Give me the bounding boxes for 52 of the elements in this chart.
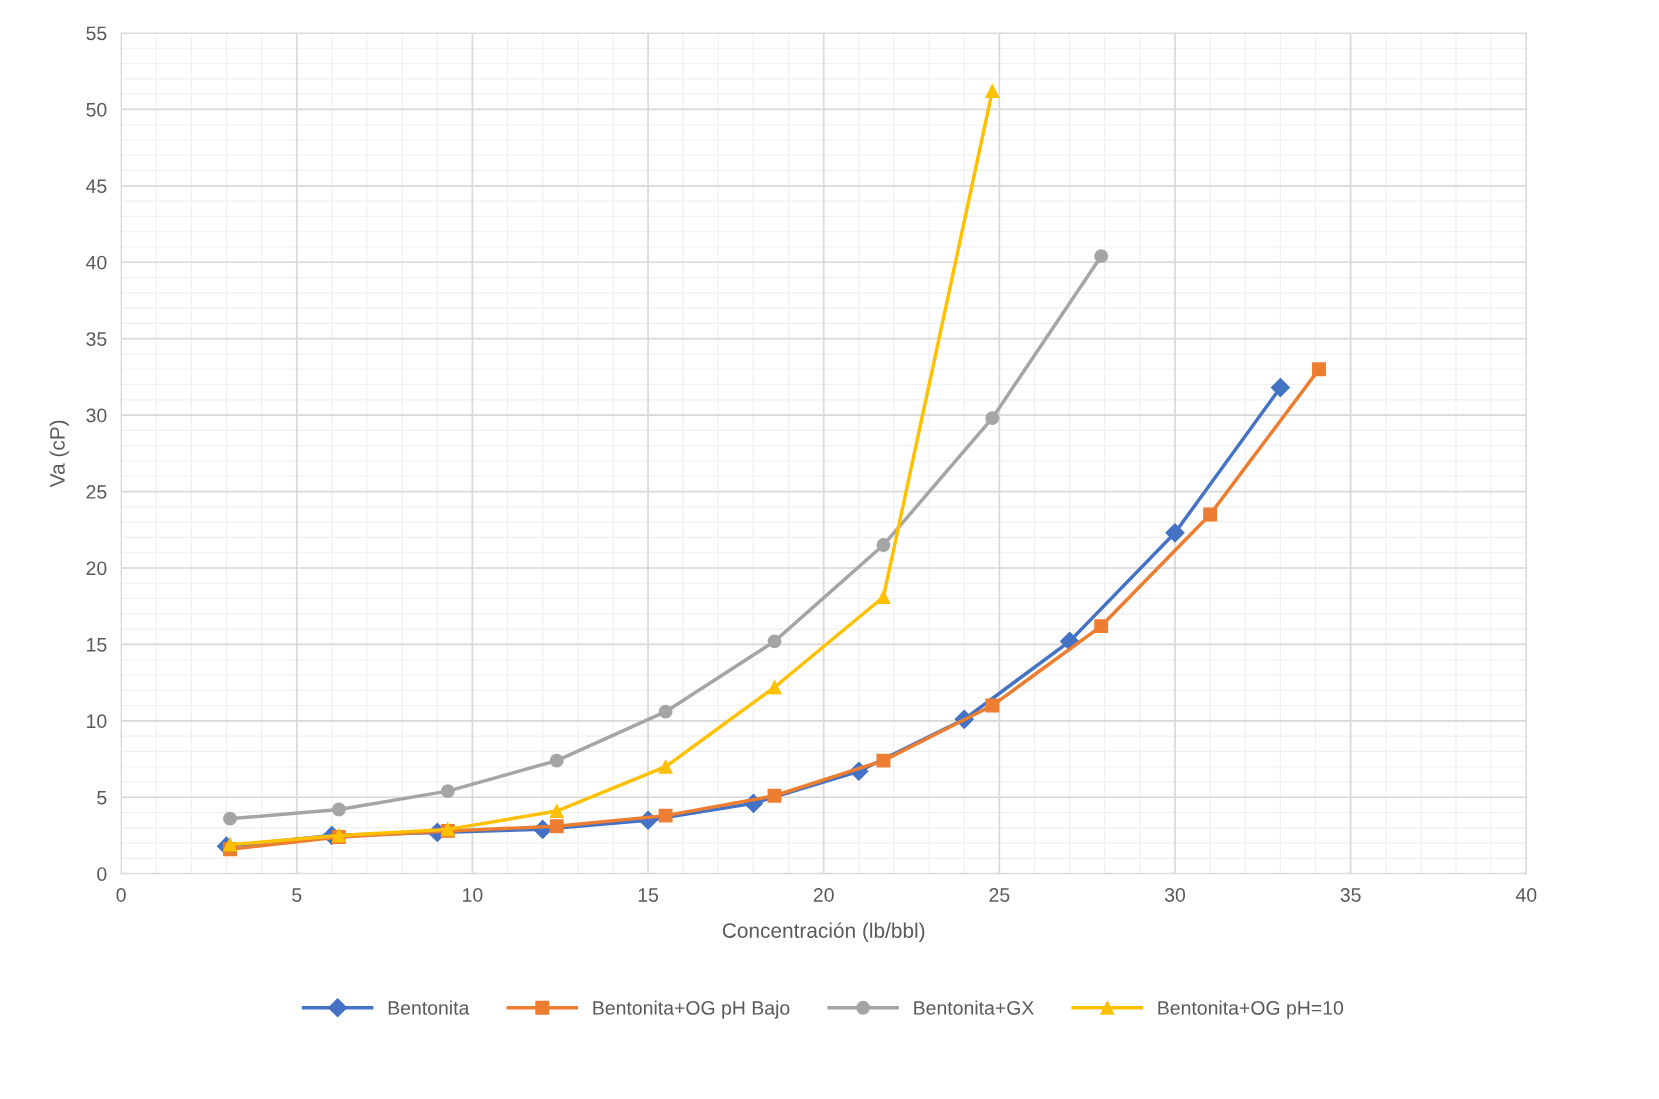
point	[549, 753, 564, 768]
y-tick-label: 45	[86, 179, 107, 194]
legend-label: Bentonita+GX	[914, 1000, 1034, 1015]
y-tick-label: 0	[97, 867, 107, 881]
point	[658, 704, 673, 719]
y-tick-label: 15	[87, 638, 107, 652]
point	[549, 819, 564, 834]
x-tick-label: 20	[813, 888, 834, 902]
x-tick-label: 40	[1515, 888, 1537, 902]
legend-label: Bentonita+OG pH Bajo	[593, 1000, 790, 1019]
point	[223, 837, 237, 852]
legend-label: Bentonita+OG pH=10	[1158, 1000, 1344, 1019]
point	[549, 804, 564, 818]
y-tick-label: 25	[86, 485, 107, 499]
y-tick-label: 50	[86, 102, 107, 117]
point	[1312, 362, 1326, 377]
point	[1094, 249, 1109, 264]
point	[876, 753, 891, 768]
y-tick-label: 5	[97, 790, 107, 805]
point	[767, 788, 782, 803]
x-tick-label: 5	[292, 888, 302, 902]
x-tick-label: 0	[116, 888, 126, 902]
point	[223, 811, 237, 826]
point	[985, 84, 1000, 99]
x-tick-label: 15	[638, 888, 659, 902]
point	[1270, 378, 1290, 398]
y-tick-label: 55	[86, 26, 107, 41]
point	[658, 759, 673, 774]
point	[440, 784, 455, 799]
y-tick-label: 20	[86, 561, 107, 576]
x-tick-label: 35	[1340, 888, 1361, 902]
y-tick-label: 35	[86, 332, 107, 346]
point	[985, 698, 1000, 713]
y-axis-title: Va (cP)	[49, 420, 69, 488]
point	[985, 411, 1000, 426]
point	[1094, 619, 1109, 634]
y-tick-label: 10	[87, 714, 107, 729]
x-tick-label: 25	[989, 888, 1010, 902]
y-tick-label: 30	[86, 408, 107, 423]
point	[1203, 507, 1218, 522]
legend-label: Bentonita	[388, 1000, 470, 1015]
point	[658, 808, 673, 823]
point	[767, 634, 782, 649]
point	[1165, 523, 1185, 543]
x-axis-title: Concentración (lb/bbl)	[722, 922, 925, 943]
point	[876, 590, 891, 604]
x-tick-label: 10	[463, 888, 483, 902]
point	[331, 802, 346, 817]
x-tick-label: 30	[1164, 888, 1186, 902]
y-tick-label: 40	[86, 255, 107, 270]
point	[876, 538, 891, 552]
point	[767, 680, 782, 695]
